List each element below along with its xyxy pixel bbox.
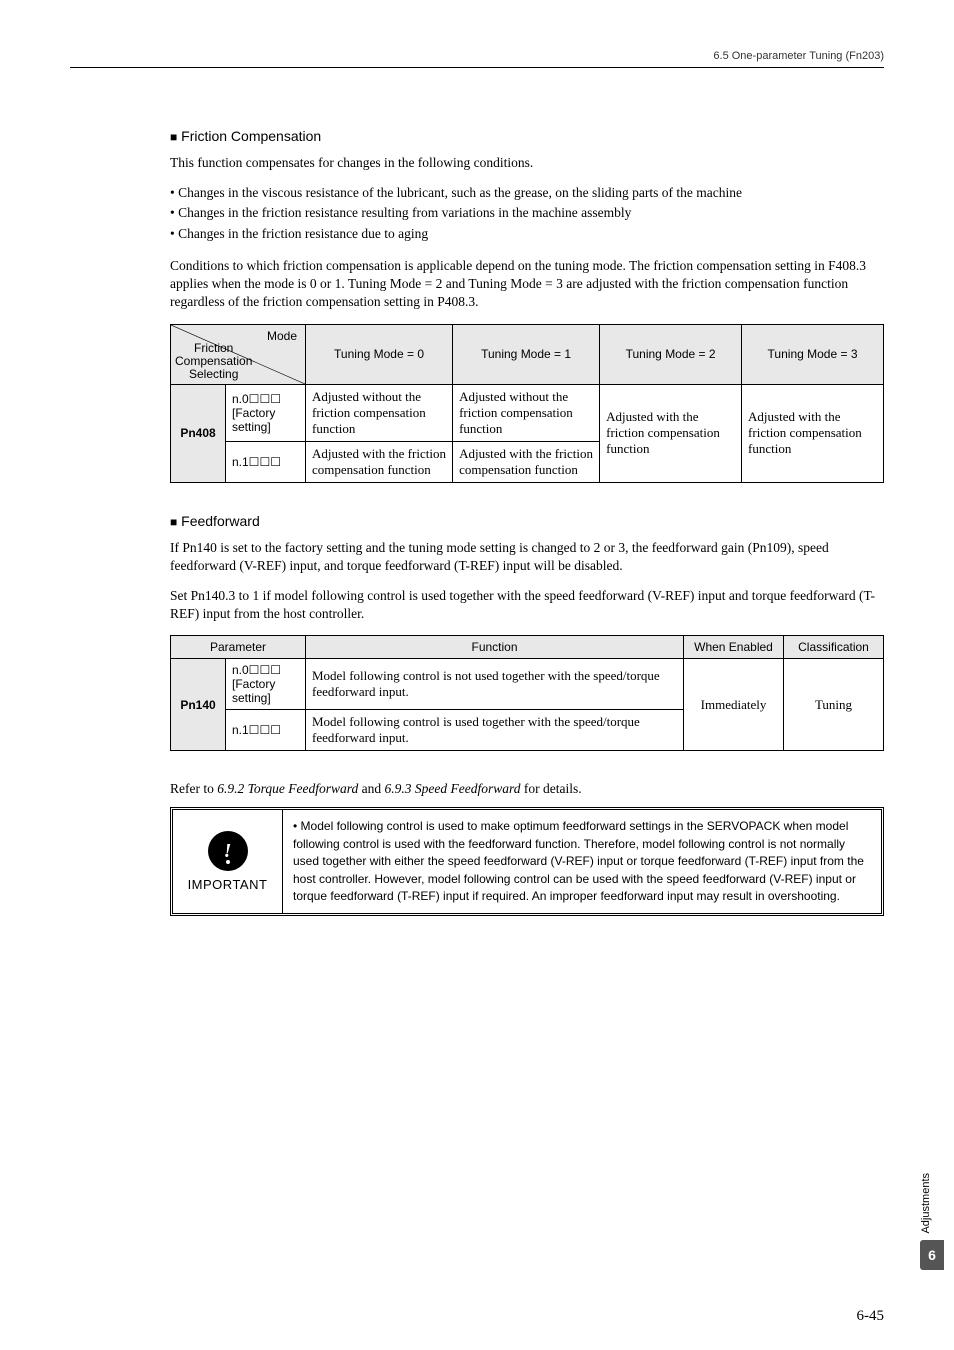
important-text: Model following control is used to make …	[283, 810, 881, 913]
important-left: ! IMPORTANT	[173, 810, 283, 913]
side-tab-label: Adjustments	[920, 1173, 944, 1234]
pn408-r2-label: n.1☐☐☐	[226, 441, 306, 482]
important-box: ! IMPORTANT Model following control is u…	[170, 807, 884, 916]
fft-h1: Function	[306, 636, 684, 659]
friction-bullets: Changes in the viscous resistance of the…	[170, 184, 884, 243]
diag-mode-label: Mode	[267, 329, 297, 343]
fft-h3: Classification	[784, 636, 884, 659]
refer-line: Refer to 6.9.2 Torque Feedforward and 6.…	[170, 781, 884, 797]
exclamation-icon: !	[208, 831, 248, 871]
feedforward-table: Parameter Function When Enabled Classifi…	[170, 635, 884, 751]
pn140-r1-label: n.0☐☐☐[Factory setting]	[226, 659, 306, 710]
pn408-r1-label: n.0☐☐☐[Factory setting]	[226, 384, 306, 441]
pn140-class: Tuning	[784, 659, 884, 751]
pn408-c2: Adjusted with the friction compensation …	[600, 384, 742, 482]
mode-col-0: Tuning Mode = 0	[306, 324, 453, 384]
pn140-label: Pn140	[171, 659, 226, 751]
fft-h0: Parameter	[171, 636, 306, 659]
side-tab: Adjustments 6	[920, 1173, 944, 1270]
feedforward-title: Feedforward	[181, 513, 260, 529]
page-section-header: 6.5 One-parameter Tuning (Fn203)	[70, 50, 884, 68]
pn140-r1-func: Model following control is not used toge…	[306, 659, 684, 710]
content-area: ■ Friction Compensation This function co…	[70, 128, 884, 916]
pn408-label: Pn408	[171, 384, 226, 482]
page-number: 6-45	[857, 1308, 885, 1325]
friction-title: Friction Compensation	[181, 128, 321, 144]
refer-post: for details.	[520, 781, 581, 796]
feedforward-heading: ■ Feedforward	[170, 513, 884, 529]
pn408-c3: Adjusted with the friction compensation …	[742, 384, 884, 482]
pn408-r1-c1: Adjusted without the friction compensati…	[453, 384, 600, 441]
friction-table: Mode FrictionCompensationSelecting Tunin…	[170, 324, 884, 483]
friction-heading: ■ Friction Compensation	[170, 128, 884, 144]
pn140-r2-func: Model following control is used together…	[306, 710, 684, 751]
side-tab-number: 6	[920, 1240, 944, 1270]
refer-i2: 6.9.3 Speed Feedforward	[385, 781, 521, 796]
refer-mid: and	[358, 781, 384, 796]
mode-col-3: Tuning Mode = 3	[742, 324, 884, 384]
friction-intro: This function compensates for changes in…	[170, 154, 884, 172]
feedforward-p2: Set Pn140.3 to 1 if model following cont…	[170, 587, 884, 623]
friction-table-diag-header: Mode FrictionCompensationSelecting	[171, 324, 306, 384]
friction-conditions: Conditions to which friction compensatio…	[170, 257, 884, 312]
fft-h2: When Enabled	[684, 636, 784, 659]
refer-pre: Refer to	[170, 781, 217, 796]
pn408-r1-c0: Adjusted without the friction compensati…	[306, 384, 453, 441]
mode-col-2: Tuning Mode = 2	[600, 324, 742, 384]
pn408-r2-c0: Adjusted with the friction compensation …	[306, 441, 453, 482]
pn140-when: Immediately	[684, 659, 784, 751]
mode-col-1: Tuning Mode = 1	[453, 324, 600, 384]
friction-bullet-1: Changes in the viscous resistance of the…	[170, 184, 884, 202]
important-label: IMPORTANT	[188, 877, 268, 892]
friction-bullet-3: Changes in the friction resistance due t…	[170, 225, 884, 243]
friction-bullet-2: Changes in the friction resistance resul…	[170, 204, 884, 222]
diag-friction-label: FrictionCompensationSelecting	[175, 342, 252, 382]
refer-i1: 6.9.2 Torque Feedforward	[217, 781, 358, 796]
pn140-r2-label: n.1☐☐☐	[226, 710, 306, 751]
pn408-r2-c1: Adjusted with the friction compensation …	[453, 441, 600, 482]
feedforward-p1: If Pn140 is set to the factory setting a…	[170, 539, 884, 575]
